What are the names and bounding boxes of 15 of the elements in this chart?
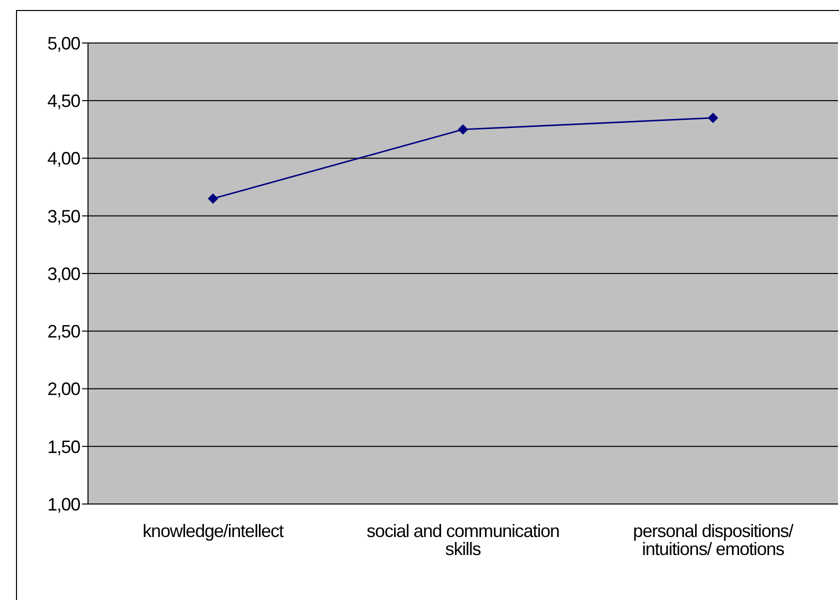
y-tick-label: 2,50: [47, 322, 81, 342]
y-tick-label: 5,00: [47, 33, 81, 54]
y-tick-label: 1,50: [47, 436, 81, 457]
y-tick-label: 3,50: [47, 206, 81, 226]
point: [708, 112, 718, 123]
x-tick-label: personal dispositions/ intuitions/ emotions: [633, 520, 794, 559]
x-tick-label: knowledge/intellect: [142, 520, 284, 541]
y-tick-label: 4,50: [47, 91, 81, 112]
point: [208, 194, 218, 204]
x-tick-label: social and communication skills: [366, 520, 560, 559]
y-tick-label: 1,00: [47, 494, 81, 514]
point: [458, 124, 468, 134]
y-tick-label: 3,00: [47, 264, 81, 284]
y-tick-label: 2,00: [47, 379, 81, 400]
y-tick-label: 4,00: [47, 148, 81, 169]
